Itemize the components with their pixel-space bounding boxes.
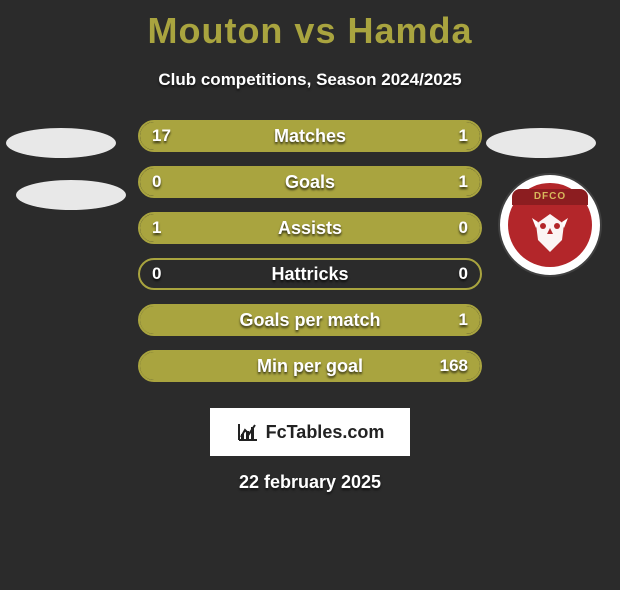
- stat-row: 00Hattricks: [138, 258, 482, 290]
- page-title: Mouton vs Hamda: [0, 10, 620, 52]
- stat-row: 171Matches: [138, 120, 482, 152]
- stat-row: 10Assists: [138, 212, 482, 244]
- subtitle: Club competitions, Season 2024/2025: [0, 70, 620, 90]
- stat-label: Assists: [140, 214, 480, 242]
- owl-icon: [526, 210, 574, 254]
- stat-label: Hattricks: [140, 260, 480, 288]
- team-placeholder-left: [16, 180, 126, 210]
- brand-box[interactable]: FcTables.com: [210, 408, 410, 456]
- stat-row: 168Min per goal: [138, 350, 482, 382]
- stat-row: 1Goals per match: [138, 304, 482, 336]
- stat-row: 01Goals: [138, 166, 482, 198]
- date-label: 22 february 2025: [0, 472, 620, 493]
- stat-label: Matches: [140, 122, 480, 150]
- stat-label: Goals: [140, 168, 480, 196]
- team-logo-right: DFCO: [500, 175, 600, 275]
- team-placeholder-left: [6, 128, 116, 158]
- stat-label: Min per goal: [140, 352, 480, 380]
- stat-label: Goals per match: [140, 306, 480, 334]
- brand-text: FcTables.com: [266, 422, 385, 443]
- stat-rows: 171Matches 01Goals 10Assists 00Hattricks 1Go…: [138, 120, 482, 396]
- brand-chart-icon: [236, 420, 260, 444]
- comparison-chart: DFCO 171Matches 01Goals 10Assists 00Hattric…: [0, 120, 620, 390]
- logo-banner-text: DFCO: [512, 189, 588, 205]
- team-placeholder-right: [486, 128, 596, 158]
